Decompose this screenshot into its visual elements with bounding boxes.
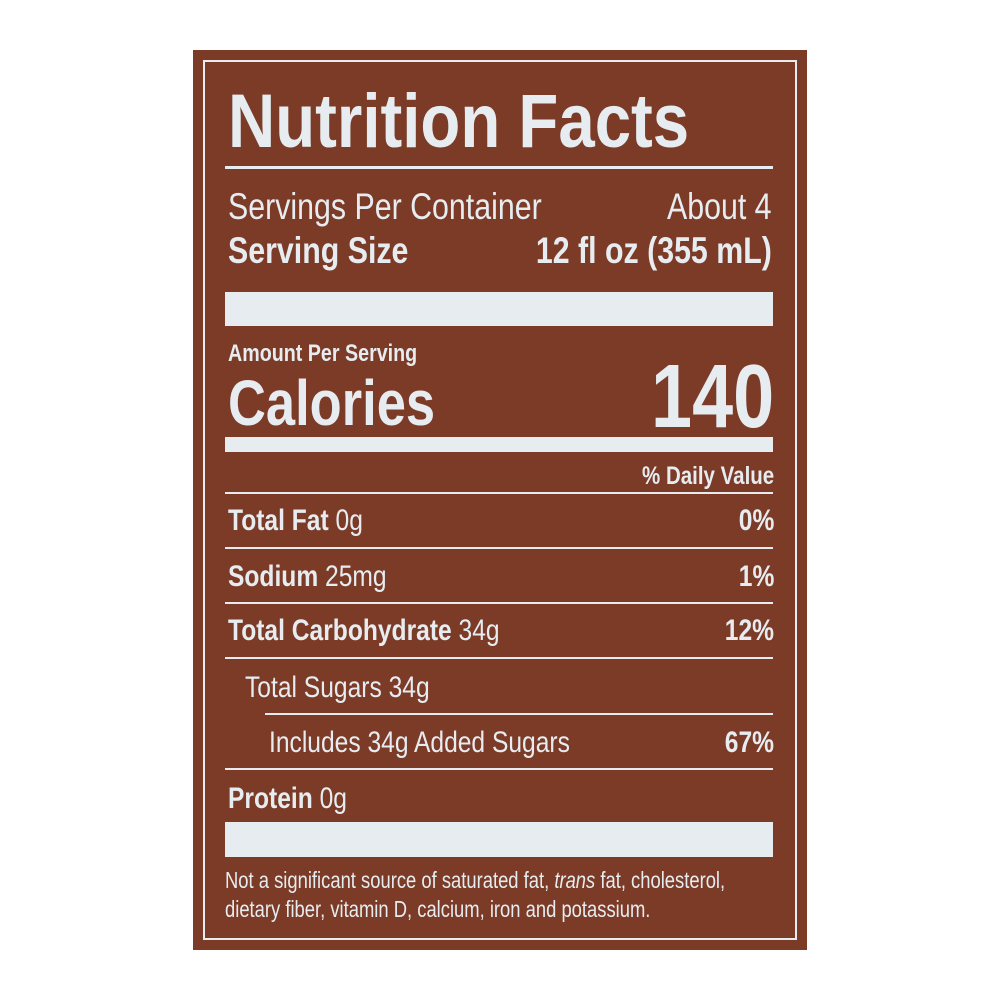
divider: [225, 657, 773, 659]
nutrient-dv: 0%: [738, 504, 774, 537]
label-border: [203, 60, 797, 940]
divider: [225, 547, 773, 549]
nutrient-amount: 0g: [335, 504, 363, 537]
thick-bar: [225, 292, 773, 326]
nutrient-amount: 34g: [458, 614, 500, 647]
footnote: Not a significant source of saturated fa…: [225, 867, 726, 922]
title: Nutrition Facts: [228, 79, 690, 164]
nutrient-dv: 67%: [724, 726, 774, 759]
divider: [225, 768, 773, 770]
serving-size-label: Serving Size: [228, 230, 409, 271]
divider: [225, 492, 773, 494]
nutrient-dv: 1%: [738, 560, 774, 593]
thick-bar: [225, 822, 773, 857]
nutrient-dv: 12%: [724, 614, 774, 647]
servings-label: Servings Per Container: [228, 186, 542, 227]
nutrient-name: Total Fat: [228, 504, 329, 537]
medium-bar: [225, 437, 773, 452]
nutrient-amount: 25mg: [325, 560, 387, 593]
divider: [225, 602, 773, 604]
nutrient-amount: 0g: [319, 782, 347, 815]
nutrient-name: Sodium: [228, 560, 319, 593]
divider: [265, 713, 773, 715]
serving-size-value: 12 fl oz (355 mL): [535, 230, 772, 271]
amount-per-serving: Amount Per Serving: [228, 340, 418, 367]
nutrient-name: Total Carbohydrate: [228, 614, 452, 647]
daily-value-header: % Daily Value: [641, 462, 774, 490]
divider: [225, 166, 773, 169]
calories-label: Calories: [228, 367, 436, 439]
nutrient-name: Total Sugars 34g: [245, 671, 430, 704]
nutrient-name: Includes 34g Added Sugars: [269, 726, 570, 759]
nutrition-label: Nutrition Facts Servings Per Container A…: [193, 50, 807, 950]
calories-value: 140: [650, 347, 774, 447]
servings-value: About 4: [667, 186, 772, 227]
nutrient-name: Protein: [228, 782, 313, 815]
